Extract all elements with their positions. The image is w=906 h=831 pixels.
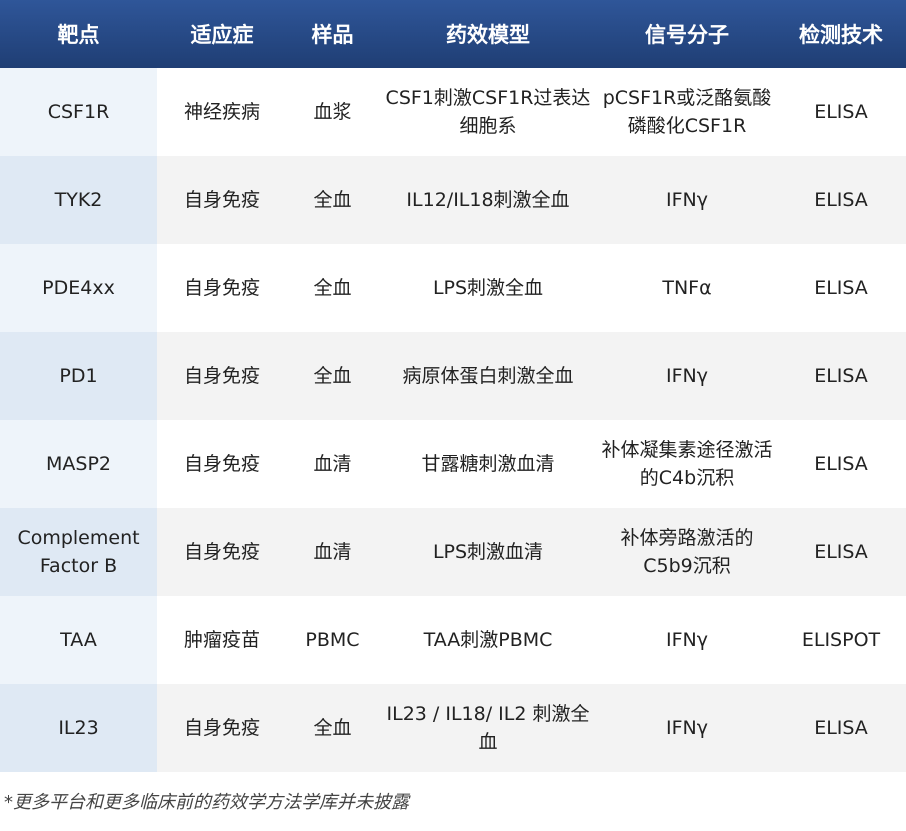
cell-sample: 全血 (287, 332, 378, 420)
cell-signal: IFNγ (598, 596, 776, 684)
cell-indication: 肿瘤疫苗 (157, 596, 287, 684)
cell-detection: ELISA (776, 244, 906, 332)
cell-model: 甘露糖刺激血清 (378, 420, 598, 508)
cell-target: Complement Factor B (0, 508, 157, 596)
cell-signal: 补体旁路激活的C5b9沉积 (598, 508, 776, 596)
table-row: PDE4xx 自身免疫 全血 LPS刺激全血 TNFα ELISA (0, 244, 906, 332)
cell-signal: IFNγ (598, 684, 776, 772)
assay-table: 靶点 适应症 样品 药效模型 信号分子 检测技术 CSF1R 神经疾病 血浆 CSF1刺激CSF… (0, 0, 906, 772)
cell-detection: ELISA (776, 156, 906, 244)
cell-model: CSF1刺激CSF1R过表达细胞系 (378, 68, 598, 156)
cell-detection: ELISA (776, 420, 906, 508)
cell-detection: ELISA (776, 332, 906, 420)
cell-signal: IFNγ (598, 332, 776, 420)
footnote: *更多平台和更多临床前的药效学方法学库并未披露 (4, 792, 409, 813)
cell-target: CSF1R (0, 68, 157, 156)
header-row: 靶点 适应症 样品 药效模型 信号分子 检测技术 (0, 0, 906, 68)
cell-sample: PBMC (287, 596, 378, 684)
cell-sample: 全血 (287, 684, 378, 772)
table-row: IL23 自身免疫 全血 IL23 / IL18/ IL2 刺激全血 IFNγ ELISA (0, 684, 906, 772)
table-row: TAA 肿瘤疫苗 PBMC TAA刺激PBMC IFNγ ELISPOT (0, 596, 906, 684)
cell-signal: TNFα (598, 244, 776, 332)
header-detection: 检测技术 (776, 0, 906, 68)
cell-model: TAA刺激PBMC (378, 596, 598, 684)
cell-target: TAA (0, 596, 157, 684)
cell-indication: 自身免疫 (157, 508, 287, 596)
cell-signal: IFNγ (598, 156, 776, 244)
cell-model: LPS刺激血清 (378, 508, 598, 596)
cell-model: 病原体蛋白刺激全血 (378, 332, 598, 420)
cell-indication: 神经疾病 (157, 68, 287, 156)
cell-sample: 血浆 (287, 68, 378, 156)
cell-sample: 血清 (287, 420, 378, 508)
table-row: Complement Factor B 自身免疫 血清 LPS刺激血清 补体旁路激活的C… (0, 508, 906, 596)
header-sample: 样品 (287, 0, 378, 68)
cell-sample: 全血 (287, 244, 378, 332)
header-indication: 适应症 (157, 0, 287, 68)
cell-detection: ELISPOT (776, 596, 906, 684)
cell-indication: 自身免疫 (157, 244, 287, 332)
cell-indication: 自身免疫 (157, 332, 287, 420)
cell-indication: 自身免疫 (157, 156, 287, 244)
table-row: MASP2 自身免疫 血清 甘露糖刺激血清 补体凝集素途径激活的C4b沉积 ELISA (0, 420, 906, 508)
cell-sample: 血清 (287, 508, 378, 596)
cell-target: PDE4xx (0, 244, 157, 332)
cell-signal: pCSF1R或泛酪氨酸磷酸化CSF1R (598, 68, 776, 156)
cell-model: LPS刺激全血 (378, 244, 598, 332)
cell-target: IL23 (0, 684, 157, 772)
table-row: TYK2 自身免疫 全血 IL12/IL18刺激全血 IFNγ ELISA (0, 156, 906, 244)
header-model: 药效模型 (378, 0, 598, 68)
cell-model: IL23 / IL18/ IL2 刺激全血 (378, 684, 598, 772)
cell-target: TYK2 (0, 156, 157, 244)
table-row: CSF1R 神经疾病 血浆 CSF1刺激CSF1R过表达细胞系 pCSF1R或泛酪氨酸磷… (0, 68, 906, 156)
cell-sample: 全血 (287, 156, 378, 244)
header-signal: 信号分子 (598, 0, 776, 68)
cell-indication: 自身免疫 (157, 684, 287, 772)
cell-target: MASP2 (0, 420, 157, 508)
cell-signal: 补体凝集素途径激活的C4b沉积 (598, 420, 776, 508)
table-row: PD1 自身免疫 全血 病原体蛋白刺激全血 IFNγ ELISA (0, 332, 906, 420)
cell-detection: ELISA (776, 68, 906, 156)
cell-model: IL12/IL18刺激全血 (378, 156, 598, 244)
header-target: 靶点 (0, 0, 157, 68)
cell-detection: ELISA (776, 684, 906, 772)
cell-detection: ELISA (776, 508, 906, 596)
cell-target: PD1 (0, 332, 157, 420)
cell-indication: 自身免疫 (157, 420, 287, 508)
